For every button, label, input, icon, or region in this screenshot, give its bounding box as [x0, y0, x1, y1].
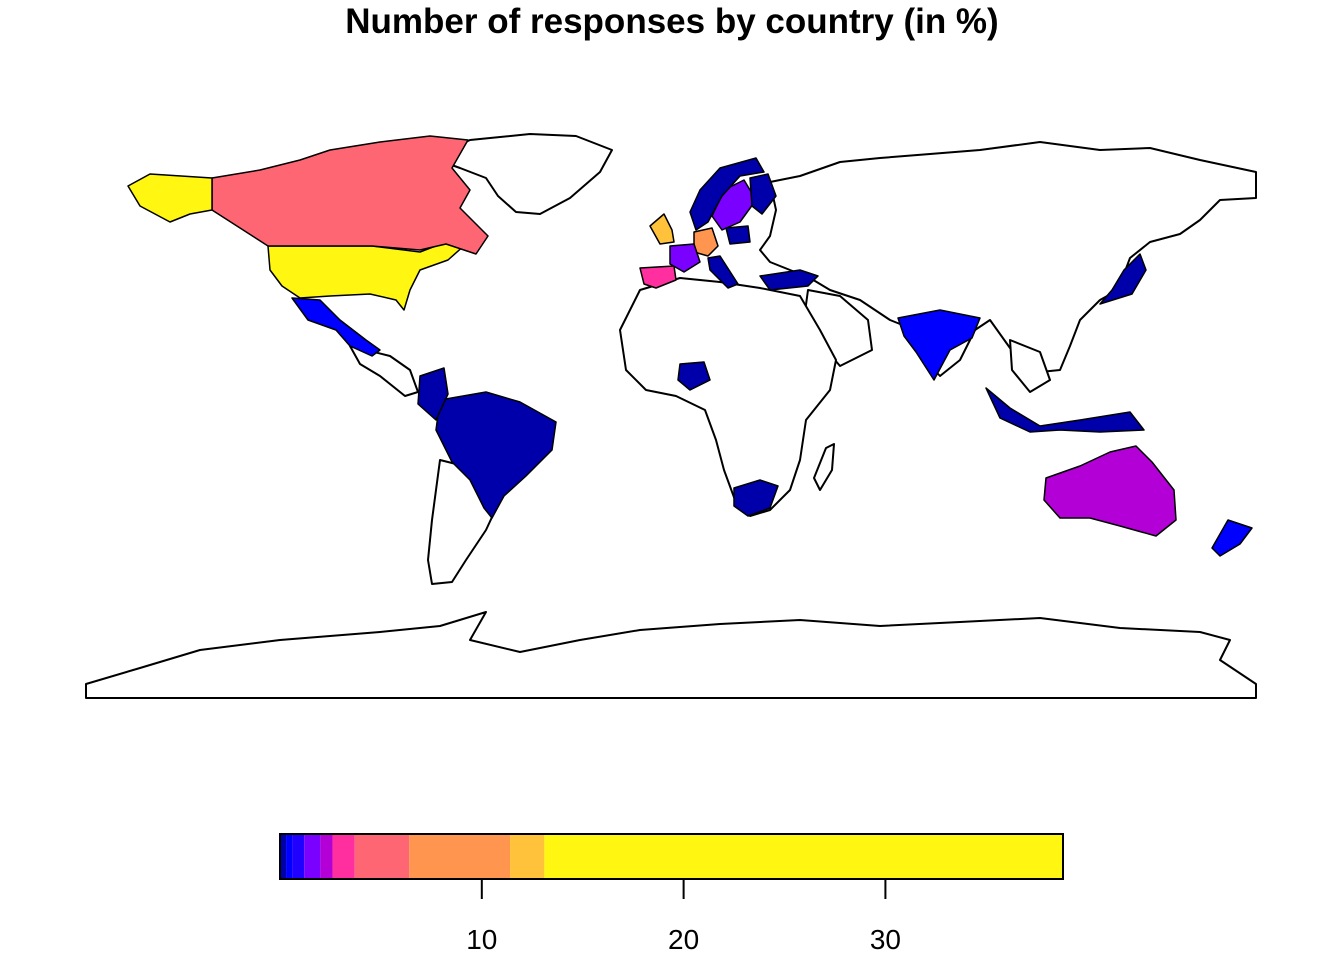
country-canada: [211, 135, 489, 255]
country-france: [669, 243, 701, 273]
country-brazil: [435, 391, 557, 519]
legend-tick-label: 10: [466, 924, 497, 955]
country-russia-asia: [759, 141, 1257, 377]
map-title: Number of responses by country (in %): [345, 2, 999, 41]
legend-tick-label: 20: [668, 924, 699, 955]
country-india: [897, 309, 981, 381]
country-australia: [1043, 445, 1177, 537]
country-africa: [619, 277, 837, 517]
legend-frame: [279, 833, 1064, 880]
legend-bin-7: [354, 834, 410, 879]
country-south-africa: [733, 479, 779, 517]
legend-bin-10: [544, 834, 1063, 879]
country-mexico: [291, 297, 381, 357]
country-finland: [749, 173, 777, 215]
legend-bin-1: [280, 834, 287, 879]
country-new-zealand: [1211, 519, 1253, 557]
country-turkey: [759, 269, 819, 291]
country-central-america: [349, 345, 419, 397]
country-japan: [1099, 253, 1147, 305]
country-nigeria: [677, 361, 711, 391]
country-antarctica: [85, 611, 1257, 699]
country-norway: [689, 157, 765, 231]
legend-bin-8: [409, 834, 511, 879]
legend-bin-2: [286, 834, 293, 879]
country-colombia: [417, 367, 449, 421]
legend-bin-4: [304, 834, 321, 879]
country-southeast-asia: [1009, 339, 1051, 393]
country-italy: [707, 255, 739, 289]
legend-bin-5: [320, 834, 333, 879]
legend-bin-3: [292, 834, 305, 879]
legend-bin-9: [510, 834, 545, 879]
legend-tick-label: 30: [870, 924, 901, 955]
country-poland: [725, 225, 751, 245]
country-indonesia: [985, 387, 1145, 433]
country-madagascar: [813, 443, 835, 491]
country-united-kingdom: [649, 213, 675, 245]
country-alaska: [127, 173, 213, 223]
country-spain: [639, 265, 677, 289]
country-greenland: [431, 133, 613, 215]
legend-bin-6: [332, 834, 355, 879]
